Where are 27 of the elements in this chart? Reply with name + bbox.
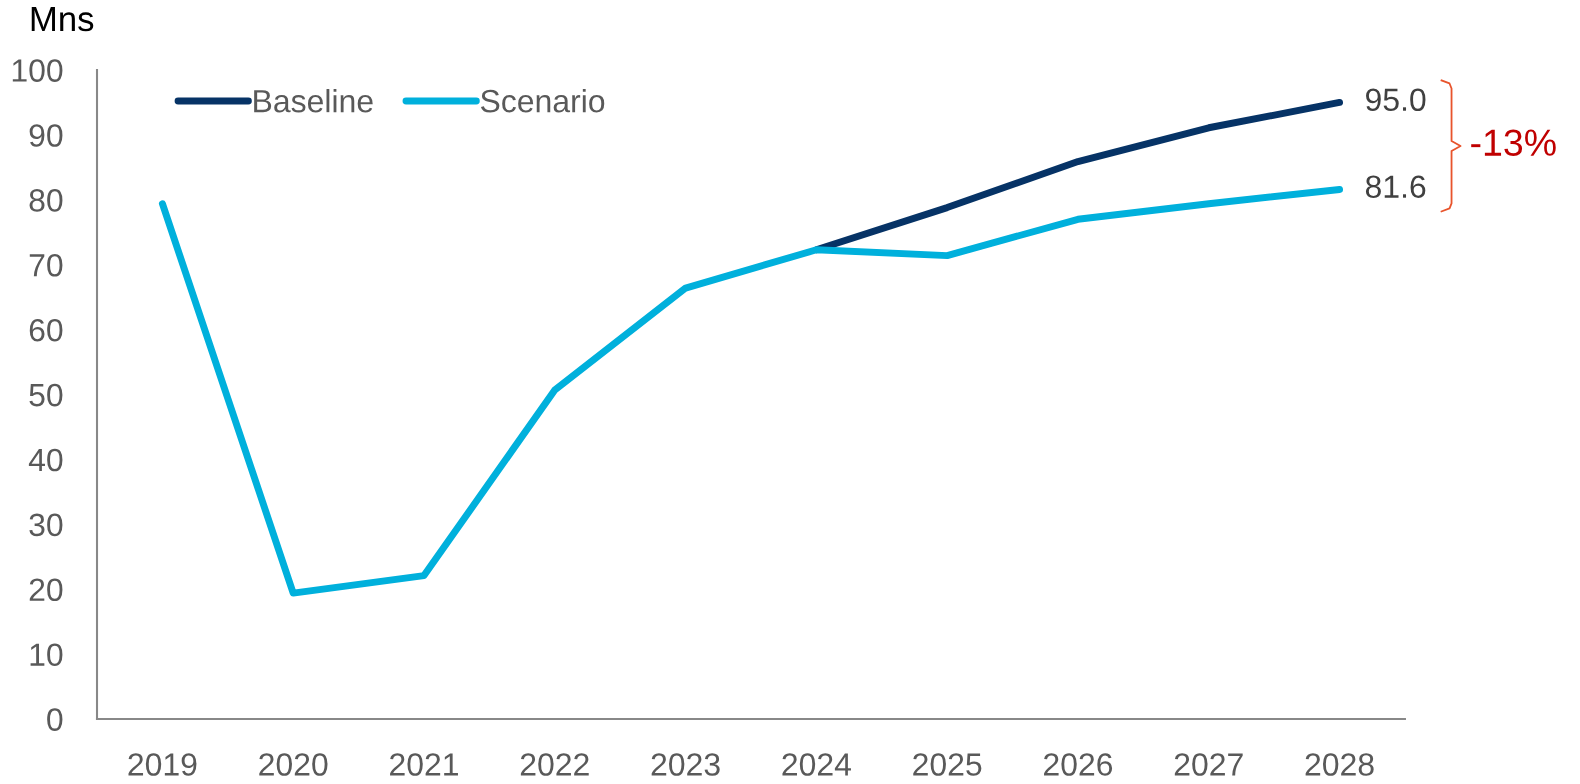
- data-label: 95.0: [1366, 88, 1426, 112]
- x-tick-label: 2026: [1044, 753, 1113, 776]
- y-tick-label: 70: [29, 253, 63, 277]
- x-tick-label: 2020: [259, 753, 328, 776]
- data-label: 81.6: [1365, 175, 1426, 198]
- y-tick-label: 90: [29, 124, 63, 147]
- y-tick-label: 10: [30, 643, 63, 666]
- x-tick-label: 2028: [1305, 753, 1374, 776]
- x-tick-label: 2021: [390, 753, 458, 776]
- y-tick-label: 100: [12, 59, 63, 82]
- legend-label: Baseline: [254, 89, 373, 113]
- y-axis-title: Mns: [31, 7, 94, 32]
- x-tick-label: 2024: [782, 753, 851, 776]
- x-tick-label: 2022: [520, 753, 589, 776]
- y-tick-label: 50: [29, 383, 63, 407]
- x-tick-label: 2027: [1174, 753, 1243, 776]
- y-tick-label: 20: [29, 578, 63, 602]
- text: -13%: [1471, 129, 1556, 157]
- x-tick-label: 2025: [913, 753, 982, 776]
- y-tick-label: 30: [29, 513, 63, 537]
- y-tick-label: 0: [47, 708, 63, 731]
- legend-label: Scenario: [480, 89, 605, 113]
- x-tick-label: 2019: [128, 753, 197, 776]
- y-tick-label: 80: [29, 189, 63, 212]
- x-tick-label: 2023: [651, 753, 720, 776]
- y-tick-label: 60: [29, 318, 63, 342]
- y-tick-label: 40: [28, 448, 63, 472]
